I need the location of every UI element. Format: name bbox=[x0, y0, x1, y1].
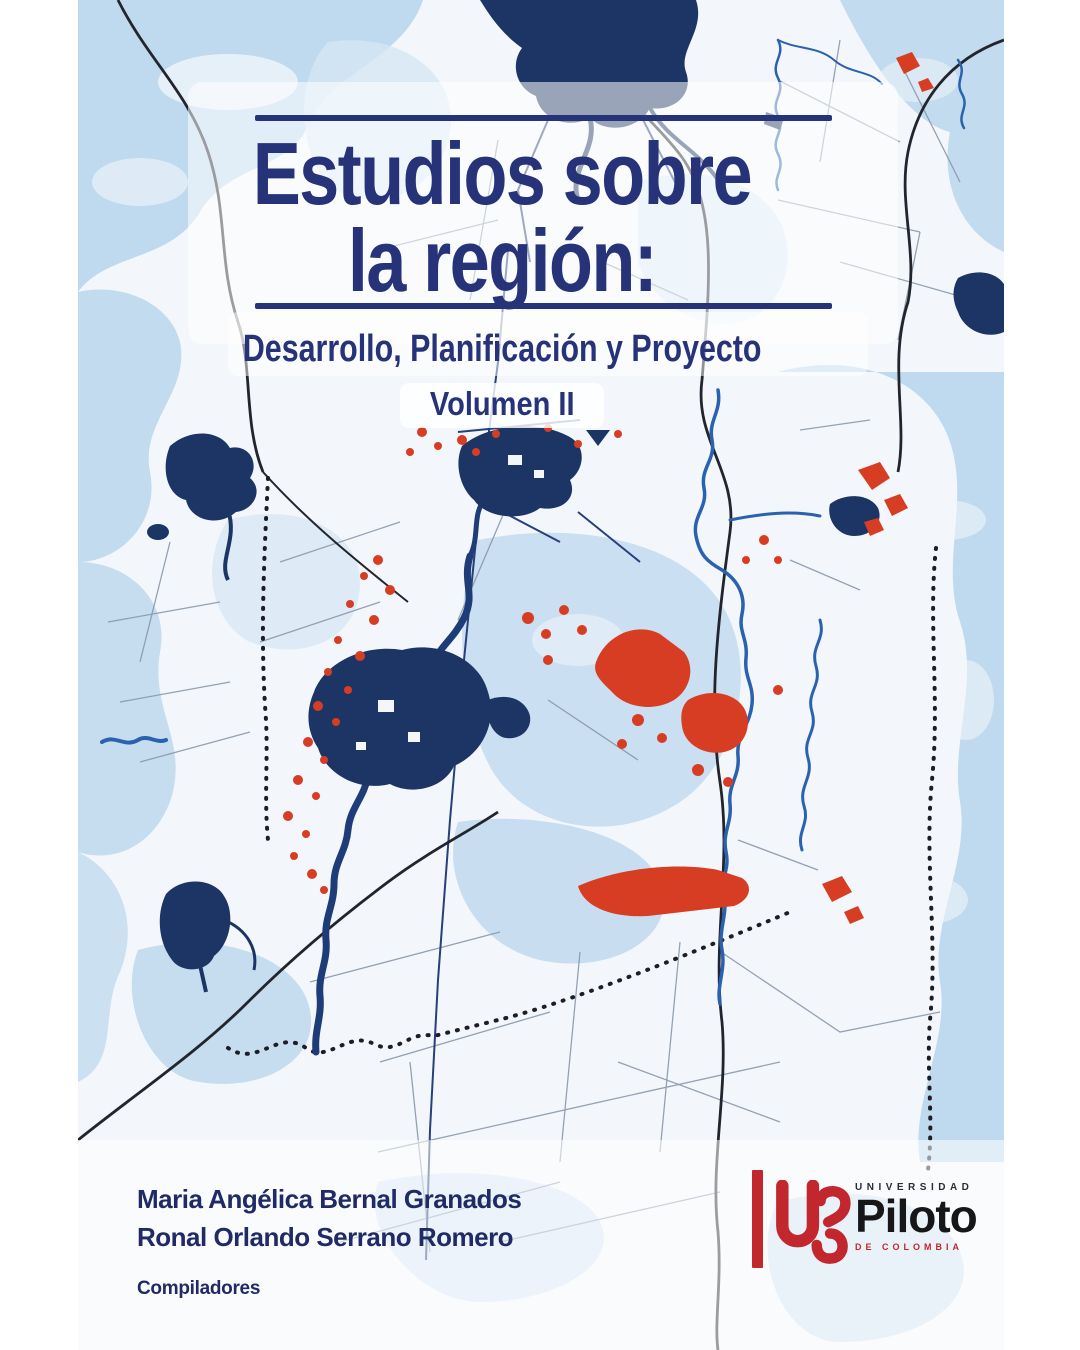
publisher-wordmark-bottom: DE COLOMBIA bbox=[855, 1242, 963, 1252]
stylized-p-bottom bbox=[811, 1228, 848, 1264]
cover-title-line1: Estudios sobre bbox=[0, 130, 1004, 218]
map-dotted-boundaries bbox=[226, 476, 938, 1172]
cover-title-line2: la región: bbox=[0, 217, 1004, 305]
stylized-p-top bbox=[815, 1186, 851, 1228]
up-monogram-icon bbox=[776, 1180, 851, 1264]
volume-row: Volumen II bbox=[0, 383, 1004, 428]
author-name-1: Maria Angélica Bernal Granados bbox=[137, 1184, 522, 1214]
authors-block: Maria Angélica Bernal Granados Ronal Orl… bbox=[137, 1184, 522, 1300]
region-map bbox=[78, 0, 1004, 1350]
volume-label-text: Volumen II bbox=[429, 385, 575, 422]
map-urban-areas bbox=[147, 0, 1004, 993]
author-name-2: Ronal Orlando Serrano Romero bbox=[137, 1222, 514, 1252]
map-red-zones bbox=[283, 52, 934, 924]
cover-subtitle: Desarrollo, Planificación y Proyecto bbox=[0, 330, 1004, 368]
title-bottom-rule bbox=[255, 303, 832, 309]
cover-subtitle-text: Desarrollo, Planificación y Proyecto bbox=[242, 328, 762, 370]
map-text-backdrops bbox=[78, 82, 1004, 1350]
publisher-wordmark: UNIVERSIDAD Piloto DE COLOMBIA bbox=[855, 1182, 978, 1252]
cover-title-line1-text: Estudios sobre bbox=[252, 124, 753, 223]
title-top-rule bbox=[255, 115, 832, 121]
logo-red-bar bbox=[752, 1170, 763, 1268]
region-map-background bbox=[78, 0, 1004, 1350]
volume-label: Volumen II bbox=[399, 383, 605, 428]
authors-role: Compiladores bbox=[137, 1278, 261, 1299]
publisher-wordmark-main: Piloto bbox=[855, 1190, 978, 1242]
publisher-wordmark-top: UNIVERSIDAD bbox=[855, 1182, 974, 1193]
publisher-logo: UNIVERSIDAD Piloto DE COLOMBIA bbox=[752, 1170, 978, 1268]
cover-title-line2-text: la región: bbox=[347, 211, 658, 310]
